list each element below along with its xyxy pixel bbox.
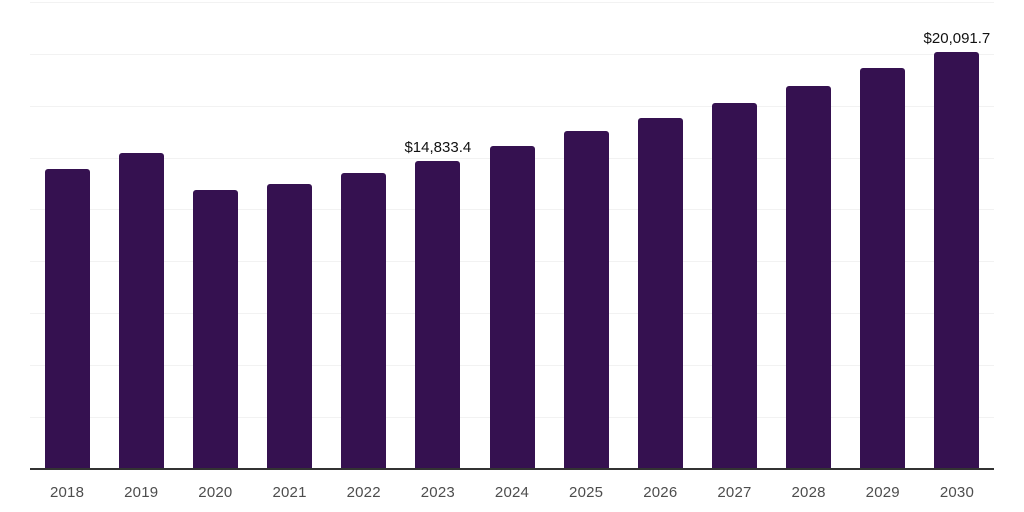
x-tick-label-2018: 2018 — [49, 484, 85, 501]
x-tick-label-2022: 2022 — [346, 484, 381, 501]
x-tick-label-2021: 2021 — [272, 484, 307, 501]
data-label-2023: $14,833.4 — [404, 139, 472, 157]
bar-2027[interactable] — [711, 102, 757, 469]
gridline — [30, 105, 994, 107]
bar-2021[interactable] — [267, 183, 313, 469]
plot-area: $14,833.4 $20,091.7 — [30, 0, 994, 469]
bar-2028[interactable] — [786, 85, 832, 469]
bar-2030[interactable] — [934, 51, 980, 469]
x-tick-label-2020: 2020 — [198, 484, 233, 501]
x-axis-line — [30, 468, 994, 470]
bar-2019[interactable] — [118, 153, 164, 469]
gridline — [30, 53, 994, 55]
bar-2025[interactable] — [563, 130, 609, 469]
bar-2026[interactable] — [637, 117, 683, 469]
x-tick-label-2024: 2024 — [494, 484, 530, 501]
bar-2022[interactable] — [341, 172, 387, 469]
gridline — [30, 1, 994, 3]
data-label-2030: $20,091.7 — [923, 29, 991, 47]
x-tick-label-2029: 2029 — [865, 484, 900, 501]
x-tick-label-2027: 2027 — [717, 484, 752, 501]
bar-2018[interactable] — [44, 169, 90, 469]
x-tick-label-2019: 2019 — [124, 484, 159, 501]
x-tick-label-2023: 2023 — [420, 484, 455, 501]
bar-2024[interactable] — [489, 145, 535, 469]
bar-2029[interactable] — [860, 67, 906, 469]
x-tick-label-2028: 2028 — [791, 484, 826, 501]
bar-2020[interactable] — [192, 189, 238, 469]
x-tick-label-2026: 2026 — [643, 484, 678, 501]
bar-2023[interactable] — [415, 161, 461, 469]
x-tick-label-2030: 2030 — [939, 484, 974, 501]
x-tick-label-2025: 2025 — [569, 484, 604, 501]
